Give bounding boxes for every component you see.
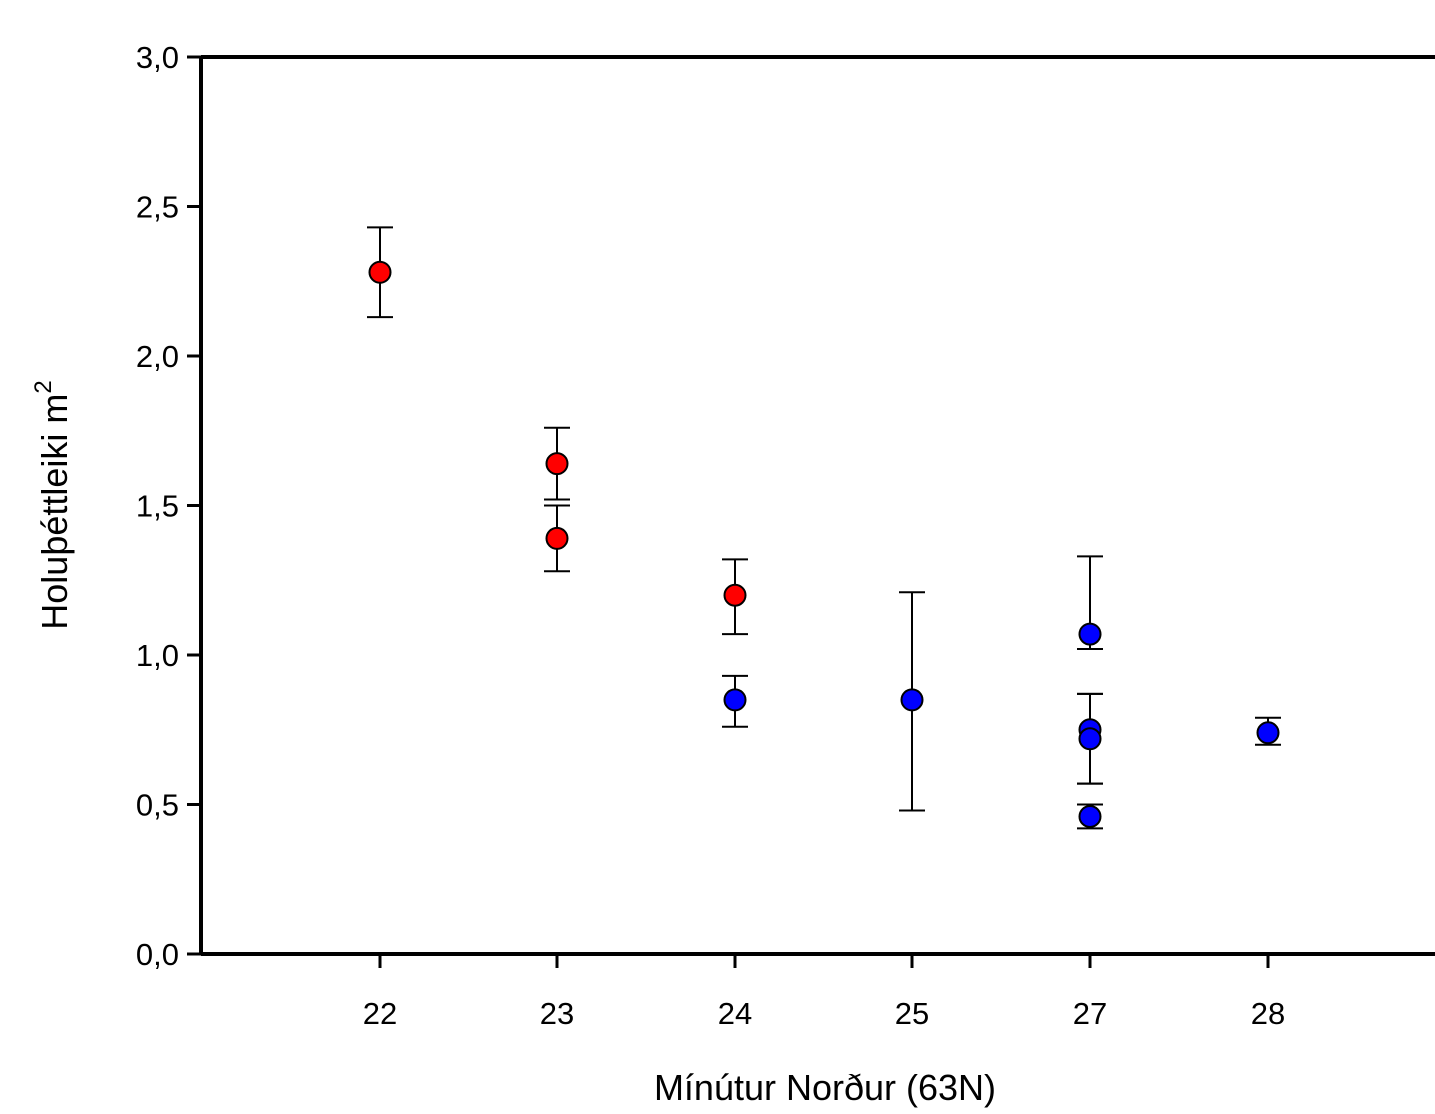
x-tick-label: 23 bbox=[540, 996, 574, 1031]
data-point bbox=[545, 526, 569, 550]
data-point bbox=[1256, 721, 1280, 745]
y-axis-ticks: 0,0 0,5 1,0 1,5 2,0 2,5 3,0 bbox=[136, 40, 201, 972]
y-tick-label: 3,0 bbox=[136, 40, 179, 75]
y-tick-label: 1,5 bbox=[136, 489, 179, 524]
x-tick-label: 25 bbox=[895, 996, 929, 1031]
data-point bbox=[900, 688, 924, 712]
data-point bbox=[723, 688, 747, 712]
data-point bbox=[1078, 804, 1102, 828]
y-axis-title-group: Holuþéttleiki m2 bbox=[30, 380, 75, 629]
y-axis-title: Holuþéttleiki m2 bbox=[30, 380, 75, 629]
y-tick-label: 1,0 bbox=[136, 638, 179, 673]
y-axis-title-superscript: 2 bbox=[30, 380, 57, 393]
x-tick-label: 24 bbox=[718, 996, 752, 1031]
x-tick-label: 22 bbox=[363, 996, 397, 1031]
x-tick-label: 27 bbox=[1073, 996, 1107, 1031]
x-tick-label: 28 bbox=[1251, 996, 1285, 1031]
y-tick-label: 0,5 bbox=[136, 788, 179, 823]
data-point bbox=[1078, 622, 1102, 646]
axes bbox=[199, 55, 1435, 956]
y-axis-title-main: Holuþéttleiki m bbox=[34, 394, 75, 630]
y-tick-label: 2,5 bbox=[136, 190, 179, 225]
error-bars bbox=[367, 226, 1281, 830]
y-tick-label: 2,0 bbox=[136, 339, 179, 374]
y-tick-label: 0,0 bbox=[136, 937, 179, 972]
x-axis-ticks: 22 23 24 25 27 28 bbox=[363, 954, 1285, 1031]
x-axis-title: Mínútur Norður (63N) bbox=[654, 1067, 996, 1108]
data-points bbox=[368, 260, 1280, 828]
data-point bbox=[545, 452, 569, 476]
data-point bbox=[368, 260, 392, 284]
data-point bbox=[723, 583, 747, 607]
data-point bbox=[1078, 727, 1102, 751]
